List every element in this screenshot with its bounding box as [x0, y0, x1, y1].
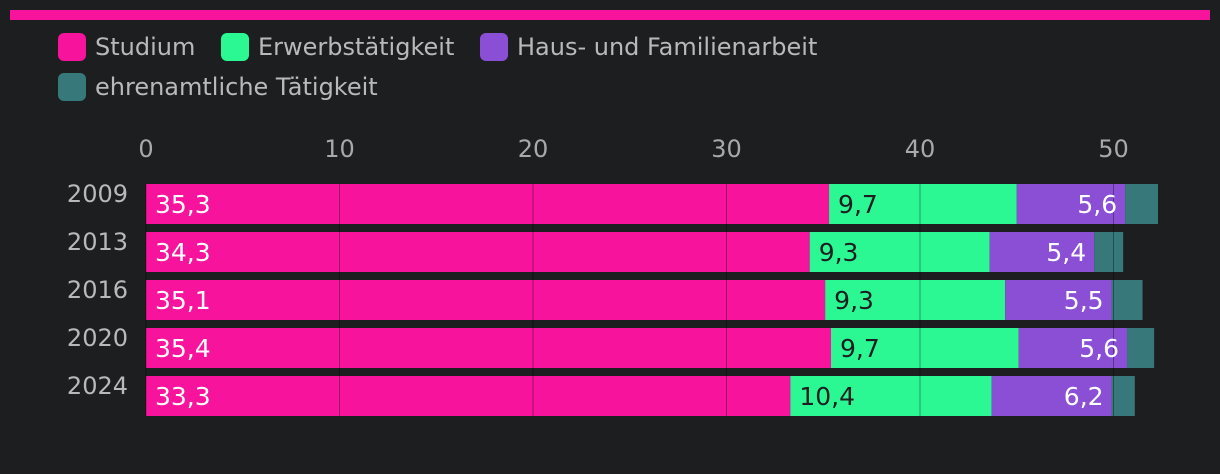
legend-label-studium: Studium: [95, 33, 196, 61]
bar-segment: [1094, 232, 1124, 272]
x-tick-label: 30: [711, 135, 742, 163]
bar-segment: [146, 280, 826, 320]
bar-segment: [991, 376, 1112, 416]
data-label: 6,2: [1064, 382, 1104, 411]
legend-swatch-erwerbstaetigkeit: [221, 33, 249, 61]
legend-label-ehrenamtliche-taetigkeit: ehrenamtliche Tätigkeit: [95, 73, 378, 101]
data-label: 35,3: [155, 190, 211, 219]
gridlines-group: [145, 184, 1114, 416]
bar-segment: [1125, 184, 1159, 224]
y-category-label: 2024: [67, 372, 128, 400]
x-tick-label: 20: [518, 135, 549, 163]
data-label: 5,5: [1064, 286, 1104, 315]
bar-segment: [1127, 328, 1155, 368]
bar-segment: [790, 376, 992, 416]
bar-segment: [146, 328, 831, 368]
labels-group: 0 10 20 30 40 50 2009 35,3 9,7 5,6 2013 34,3 9,3 5,4 2…: [67, 135, 1129, 411]
bar-segment: [809, 232, 990, 272]
data-label: 9,3: [819, 238, 859, 267]
bar-segment: [829, 184, 1017, 224]
data-label: 33,3: [155, 382, 211, 411]
data-label: 10,4: [799, 382, 855, 411]
legend: Studium Erwerbstätigkeit Haus- und Famil…: [58, 27, 1178, 107]
legend-label-haus-familienarbeit: Haus- und Familienarbeit: [517, 33, 818, 61]
legend-item-ehrenamtliche-taetigkeit: ehrenamtliche Tätigkeit: [58, 67, 378, 107]
bar-segment: [989, 232, 1095, 272]
data-label: 5,6: [1079, 334, 1119, 363]
data-label: 9,3: [834, 286, 874, 315]
data-label: 34,3: [155, 238, 211, 267]
bar-segment: [1016, 184, 1126, 224]
bar-segment: [825, 280, 1006, 320]
legend-item-studium: Studium: [58, 27, 195, 67]
x-tick-label: 0: [138, 135, 153, 163]
y-category-label: 2016: [67, 276, 128, 304]
data-label: 5,6: [1077, 190, 1117, 219]
legend-swatch-ehrenamtliche-taetigkeit: [58, 73, 86, 101]
x-tick-label: 10: [324, 135, 355, 163]
legend-swatch-studium: [58, 33, 86, 61]
bar-segment: [146, 376, 791, 416]
bar-segment: [146, 184, 830, 224]
bar-segment: [1111, 280, 1143, 320]
data-label: 35,4: [155, 334, 211, 363]
legend-item-erwerbstaetigkeit: Erwerbstätigkeit: [221, 27, 454, 67]
legend-label-erwerbstaetigkeit: Erwerbstätigkeit: [258, 33, 455, 61]
legend-swatch-haus-familienarbeit: [480, 33, 508, 61]
bar-segment: [1018, 328, 1128, 368]
bars-group: [146, 184, 1159, 416]
data-label: 35,1: [155, 286, 211, 315]
x-tick-label: 50: [1098, 135, 1129, 163]
y-category-label: 2013: [67, 228, 128, 256]
y-category-label: 2020: [67, 324, 128, 352]
bar-segment: [1111, 376, 1135, 416]
accent-bar: [10, 10, 1210, 20]
bar-segment: [1005, 280, 1112, 320]
data-label: 9,7: [840, 334, 880, 363]
legend-item-haus-familienarbeit: Haus- und Familienarbeit: [480, 27, 817, 67]
bar-segment: [146, 232, 810, 272]
x-tick-label: 40: [905, 135, 936, 163]
data-label: 5,4: [1046, 238, 1086, 267]
data-label: 9,7: [838, 190, 878, 219]
bar-segment: [830, 328, 1019, 368]
y-category-label: 2009: [67, 180, 128, 208]
